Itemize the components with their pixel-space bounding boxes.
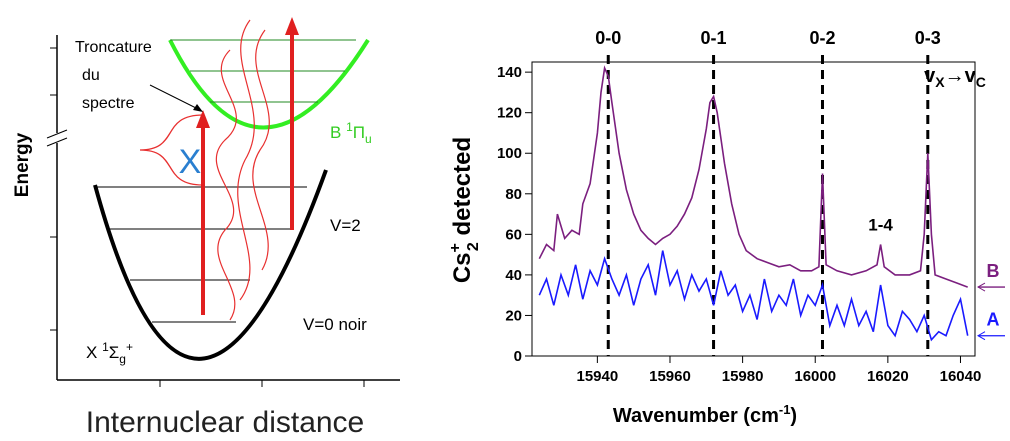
peak-label: 0-0 — [595, 28, 621, 48]
emission — [237, 19, 255, 301]
peak-label: 0-1 — [701, 28, 727, 48]
arrow-head — [285, 17, 299, 35]
lower-potential — [93, 169, 328, 361]
lower-state-label: X 1Σg+ — [86, 340, 133, 366]
truncation-label: spectre — [82, 95, 135, 112]
emission — [252, 29, 270, 271]
series-line — [538, 65, 968, 288]
x-tick-label: 15960 — [649, 368, 691, 385]
emission — [215, 49, 237, 321]
x-tick-label: 15940 — [577, 368, 619, 385]
truncation-label: du — [82, 67, 100, 84]
y-tick-label: 80 — [505, 186, 522, 203]
y-tick-label: 120 — [497, 105, 522, 122]
x-tick-label: 16020 — [867, 368, 909, 385]
axis-ticks — [50, 47, 365, 387]
upper-potential — [168, 38, 370, 130]
peak-label: 0-2 — [809, 28, 835, 48]
x-axis-label: Wavenumber (cm-1) — [613, 402, 797, 427]
level-label: V=0 noir — [303, 315, 367, 334]
y-axis-label: Cs+2 detected — [447, 137, 482, 283]
y-tick-label: 60 — [505, 226, 522, 243]
pointer — [149, 84, 201, 111]
peak-label: 0-3 — [915, 28, 941, 48]
transition-label: vX→vC — [924, 65, 986, 90]
truncation-label: Troncature — [75, 39, 152, 56]
legend-arrow-head — [976, 331, 986, 341]
x-tick-label: 15980 — [722, 368, 764, 385]
distance-label: Internuclear distance — [86, 406, 365, 439]
level-label: V=2 — [330, 216, 361, 235]
legend-arrow-head — [976, 282, 986, 292]
x-tick-label: 16000 — [794, 368, 836, 385]
axis-break — [50, 133, 64, 143]
y-tick-label: 40 — [505, 267, 522, 284]
energy-label: Energy — [12, 132, 33, 197]
axis-break — [46, 129, 68, 139]
axis-break — [46, 137, 68, 147]
arrow-head — [196, 110, 210, 128]
y-tick-label: 20 — [505, 307, 522, 324]
plot-frame — [531, 61, 976, 357]
annotation: 1-4 — [868, 215, 893, 234]
upper-levels — [170, 39, 356, 103]
legend-label: A — [987, 310, 1000, 330]
y-tick-label: 100 — [497, 145, 522, 162]
x-tick-label: 16040 — [940, 368, 982, 385]
diagram — [46, 17, 400, 387]
upper-state-label: B 1Πu — [330, 120, 372, 146]
pulse-spectrum — [139, 114, 204, 186]
y-tick-label: 140 — [497, 64, 522, 81]
legend-label: B — [987, 261, 1000, 281]
blocked-mark: X — [179, 143, 202, 181]
arrow-head — [193, 104, 203, 112]
series-line — [538, 250, 969, 342]
y-tick-label: 0 — [514, 348, 522, 365]
